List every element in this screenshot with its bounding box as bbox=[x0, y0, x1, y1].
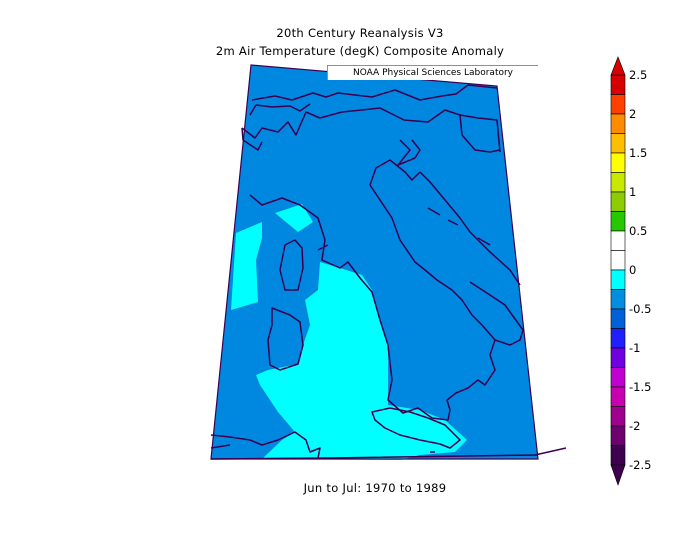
colorbar-swatch bbox=[610, 386, 626, 407]
chart-title: 20th Century Reanalysis V3 bbox=[276, 26, 444, 40]
colorbar-swatch bbox=[610, 172, 626, 193]
colorbar-swatch bbox=[610, 308, 626, 329]
colorbar-min-arrow bbox=[610, 464, 626, 486]
coastlines bbox=[210, 84, 567, 460]
colorbar-swatch bbox=[610, 347, 626, 368]
credit-label: NOAA Physical Sciences Laboratory bbox=[327, 65, 538, 80]
colorbar-swatch bbox=[610, 152, 626, 173]
colorbar-max-arrow bbox=[610, 56, 626, 76]
colorbar-tick-label: -1 bbox=[629, 341, 641, 355]
time-period-caption: Jun to Jul: 1970 to 1989 bbox=[303, 481, 447, 495]
colorbar-swatch bbox=[610, 113, 626, 134]
colorbar-swatch bbox=[610, 250, 626, 271]
colorbar-swatch bbox=[610, 269, 626, 290]
colorbar-tick-label: 1 bbox=[629, 185, 637, 199]
colorbar-swatch bbox=[610, 367, 626, 388]
colorbar-swatch bbox=[610, 74, 626, 95]
colorbar-tick-label: 2 bbox=[629, 107, 637, 121]
colorbar-tick-label: -2 bbox=[629, 419, 641, 433]
anomaly-region-ligurian bbox=[275, 204, 313, 232]
colorbar-tick-label: -1.5 bbox=[629, 380, 652, 394]
colorbar-swatch bbox=[610, 328, 626, 349]
map-domain bbox=[211, 65, 538, 459]
colorbar-swatch bbox=[610, 406, 626, 427]
colorbar-swatch bbox=[610, 133, 626, 154]
colorbar-tick-label: 1.5 bbox=[629, 146, 648, 160]
colorbar-tick-label: 0 bbox=[629, 263, 637, 277]
colorbar-swatch bbox=[610, 191, 626, 212]
anomaly-region-western-med bbox=[231, 222, 262, 310]
chart-subtitle: 2m Air Temperature (degK) Composite Anom… bbox=[215, 44, 505, 58]
colorbar-swatch bbox=[610, 94, 626, 115]
colorbar-tick-label: -2.5 bbox=[629, 458, 652, 472]
colorbar-swatch bbox=[610, 289, 626, 310]
colorbar-swatch bbox=[610, 211, 626, 232]
anomaly-region-tyrrhenian bbox=[256, 262, 467, 460]
colorbar-swatch bbox=[610, 445, 626, 466]
colorbar-swatch bbox=[610, 425, 626, 446]
colorbar-tick-label: 2.5 bbox=[629, 68, 648, 82]
colorbar-tick-label: -0.5 bbox=[629, 302, 652, 316]
colorbar-swatch bbox=[610, 230, 626, 251]
colorbar-tick-label: 0.5 bbox=[629, 224, 648, 238]
